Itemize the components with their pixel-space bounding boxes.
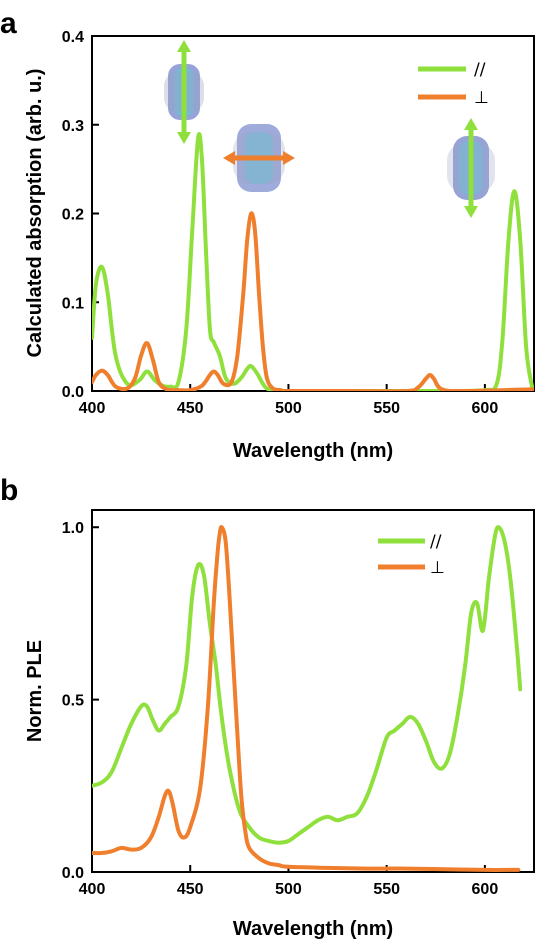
panel-a-xlabel: Wavelength (nm)	[233, 440, 393, 462]
panel-a-series	[92, 131, 534, 391]
panel-b-ticks: 400 450 500 550 600 0.0 0.5 1.0	[62, 520, 499, 898]
legend-a-parallel-label: //	[474, 60, 486, 80]
panel-b-ytick-label: 1.0	[62, 520, 84, 537]
panel-a: a 400 450 500 550 600 0.0 0.1 0.2 0.3 0.4	[0, 7, 535, 462]
panel-b-xtick-label: 400	[79, 881, 106, 898]
legend-b-parallel-label: //	[430, 532, 442, 552]
panel-b-xtick-label: 600	[472, 881, 499, 898]
panel-a-ytick-label: 0.3	[62, 118, 84, 135]
panel-b-ytick-label: 0.0	[62, 865, 84, 882]
panel-a-xtick-label: 450	[177, 400, 204, 417]
panel-b-ytick-label: 0.5	[62, 693, 84, 710]
panel-a-xtick-label: 500	[275, 400, 302, 417]
panel-b-series-perpendicular	[92, 525, 521, 872]
panel-b-xlabel: Wavelength (nm)	[233, 918, 393, 940]
molecule-inset-parallel-2	[447, 118, 495, 218]
legend-a-perpendicular-label: ⊥	[474, 88, 489, 108]
panel-b-xtick-label: 500	[275, 881, 302, 898]
panel-a-legend: // ⊥	[418, 60, 489, 108]
panel-b-series-parallel	[92, 525, 523, 845]
panel-a-ytick-label: 0.4	[62, 29, 84, 46]
panel-a-label: a	[0, 7, 17, 40]
panel-a-series-perpendicular	[92, 211, 534, 391]
panel-b-legend: // ⊥	[378, 532, 445, 578]
panel-a-series-parallel	[92, 131, 534, 391]
legend-b-perpendicular-label: ⊥	[430, 558, 445, 578]
panel-b-series	[92, 525, 523, 872]
panel-b-xtick-label: 550	[373, 881, 400, 898]
panel-a-xtick-label: 550	[373, 400, 400, 417]
panel-b-xtick-label: 450	[177, 881, 204, 898]
panel-a-ylabel: Calculated absorption (arb. u.)	[24, 69, 46, 358]
panel-b-plot-frame	[91, 509, 535, 873]
panel-b: b 400 450 500 550 600 0.0 0.5 1.0 // ⊥ Norm. PL…	[0, 474, 535, 940]
panel-a-ytick-label: 0.0	[62, 384, 84, 401]
panel-a-ytick-label: 0.1	[62, 295, 84, 312]
panel-a-ticks: 400 450 500 550 600 0.0 0.1 0.2 0.3 0.4	[62, 29, 499, 417]
molecule-inset-perpendicular	[223, 124, 295, 192]
panel-a-plot-frame	[91, 35, 535, 392]
panel-b-ylabel: Norm. PLE	[24, 640, 46, 742]
panel-a-xtick-label: 600	[472, 400, 499, 417]
molecule-inset-parallel-1	[164, 40, 204, 144]
panel-b-label: b	[0, 474, 18, 507]
panel-a-xtick-label: 400	[79, 400, 106, 417]
panel-a-ytick-label: 0.2	[62, 207, 84, 224]
